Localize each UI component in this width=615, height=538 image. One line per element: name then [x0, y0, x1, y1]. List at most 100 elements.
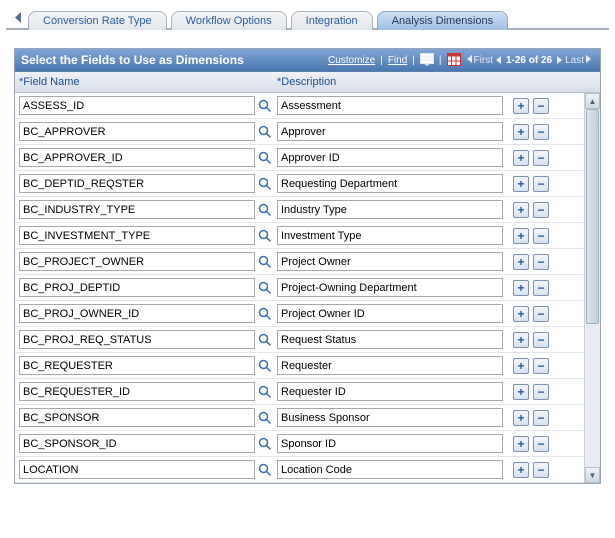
field-name-input[interactable]: [19, 174, 255, 193]
lookup-icon[interactable]: [257, 280, 273, 296]
lookup-icon[interactable]: [257, 358, 273, 374]
lookup-icon[interactable]: [257, 124, 273, 140]
lookup-icon[interactable]: [257, 176, 273, 192]
lookup-icon[interactable]: [257, 332, 273, 348]
scroll-thumb[interactable]: [586, 109, 599, 324]
remove-row-button[interactable]: −: [533, 176, 549, 192]
lookup-icon[interactable]: [257, 202, 273, 218]
description-input[interactable]: [277, 226, 503, 245]
remove-row-button[interactable]: −: [533, 280, 549, 296]
field-name-input[interactable]: [19, 330, 255, 349]
description-input[interactable]: [277, 304, 503, 323]
scroll-down[interactable]: ▼: [585, 467, 600, 483]
lookup-icon[interactable]: [257, 228, 273, 244]
description-input[interactable]: [277, 122, 503, 141]
lookup-icon[interactable]: [257, 384, 273, 400]
view-all-icon[interactable]: [420, 53, 434, 67]
lookup-icon[interactable]: [257, 462, 273, 478]
description-input[interactable]: [277, 96, 503, 115]
tab-analysis-dimensions[interactable]: Analysis Dimensions: [377, 11, 508, 30]
lookup-icon[interactable]: [257, 98, 273, 114]
table-row: +−: [15, 301, 584, 327]
lookup-icon[interactable]: [257, 150, 273, 166]
scroll-up[interactable]: ▲: [585, 93, 600, 109]
tab-integration[interactable]: Integration: [291, 11, 373, 30]
tab-scroll-left[interactable]: [12, 6, 24, 28]
description-input[interactable]: [277, 200, 503, 219]
remove-row-button[interactable]: −: [533, 228, 549, 244]
description-input[interactable]: [277, 252, 503, 271]
remove-row-button[interactable]: −: [533, 202, 549, 218]
description-input[interactable]: [277, 174, 503, 193]
remove-row-button[interactable]: −: [533, 462, 549, 478]
dimensions-panel: Select the Fields to Use as Dimensions C…: [14, 48, 601, 484]
tab-conversion-rate-type[interactable]: Conversion Rate Type: [28, 11, 167, 30]
add-row-button[interactable]: +: [513, 384, 529, 400]
add-row-button[interactable]: +: [513, 176, 529, 192]
field-name-input[interactable]: [19, 460, 255, 479]
remove-row-button[interactable]: −: [533, 254, 549, 270]
description-input[interactable]: [277, 330, 503, 349]
field-name-input[interactable]: [19, 96, 255, 115]
remove-row-button[interactable]: −: [533, 410, 549, 426]
tab-workflow-options[interactable]: Workflow Options: [171, 11, 287, 30]
add-row-button[interactable]: +: [513, 280, 529, 296]
remove-row-button[interactable]: −: [533, 306, 549, 322]
description-input[interactable]: [277, 434, 503, 453]
add-row-button[interactable]: +: [513, 150, 529, 166]
description-input[interactable]: [277, 148, 503, 167]
description-input[interactable]: [277, 460, 503, 479]
remove-row-button[interactable]: −: [533, 384, 549, 400]
description-input[interactable]: [277, 408, 503, 427]
lookup-icon[interactable]: [257, 410, 273, 426]
field-name-input[interactable]: [19, 122, 255, 141]
download-icon[interactable]: [447, 53, 461, 67]
remove-row-button[interactable]: −: [533, 332, 549, 348]
remove-row-button[interactable]: −: [533, 98, 549, 114]
description-input[interactable]: [277, 278, 503, 297]
field-name-input[interactable]: [19, 148, 255, 167]
add-row-button[interactable]: +: [513, 462, 529, 478]
field-name-input[interactable]: [19, 408, 255, 427]
table-row: +−: [15, 249, 584, 275]
nav-prev-icon[interactable]: [496, 56, 501, 64]
customize-link[interactable]: Customize: [328, 55, 375, 66]
lookup-icon[interactable]: [257, 254, 273, 270]
table-row: +−: [15, 431, 584, 457]
scroll-track[interactable]: [585, 109, 600, 467]
remove-row-button[interactable]: −: [533, 436, 549, 452]
field-name-input[interactable]: [19, 356, 255, 375]
nav-first[interactable]: First: [467, 55, 493, 66]
nav-next-icon[interactable]: [557, 56, 562, 64]
field-name-input[interactable]: [19, 304, 255, 323]
description-input[interactable]: [277, 382, 503, 401]
field-name-input[interactable]: [19, 434, 255, 453]
field-name-input[interactable]: [19, 278, 255, 297]
add-row-button[interactable]: +: [513, 306, 529, 322]
description-input[interactable]: [277, 356, 503, 375]
remove-row-button[interactable]: −: [533, 124, 549, 140]
field-name-input[interactable]: [19, 226, 255, 245]
column-header-description[interactable]: *Description: [277, 76, 509, 88]
field-name-input[interactable]: [19, 252, 255, 271]
nav-last[interactable]: Last: [565, 55, 591, 66]
add-row-button[interactable]: +: [513, 436, 529, 452]
add-row-button[interactable]: +: [513, 124, 529, 140]
remove-row-button[interactable]: −: [533, 358, 549, 374]
add-row-button[interactable]: +: [513, 254, 529, 270]
find-link[interactable]: Find: [388, 55, 407, 66]
add-row-button[interactable]: +: [513, 228, 529, 244]
lookup-icon[interactable]: [257, 306, 273, 322]
column-header-field[interactable]: *Field Name: [19, 76, 277, 88]
add-row-button[interactable]: +: [513, 98, 529, 114]
add-row-button[interactable]: +: [513, 332, 529, 348]
lookup-icon[interactable]: [257, 436, 273, 452]
field-name-input[interactable]: [19, 382, 255, 401]
add-row-button[interactable]: +: [513, 410, 529, 426]
add-row-button[interactable]: +: [513, 358, 529, 374]
remove-row-button[interactable]: −: [533, 150, 549, 166]
scrollbar[interactable]: ▲ ▼: [584, 93, 600, 483]
table-row: +−: [15, 379, 584, 405]
field-name-input[interactable]: [19, 200, 255, 219]
add-row-button[interactable]: +: [513, 202, 529, 218]
